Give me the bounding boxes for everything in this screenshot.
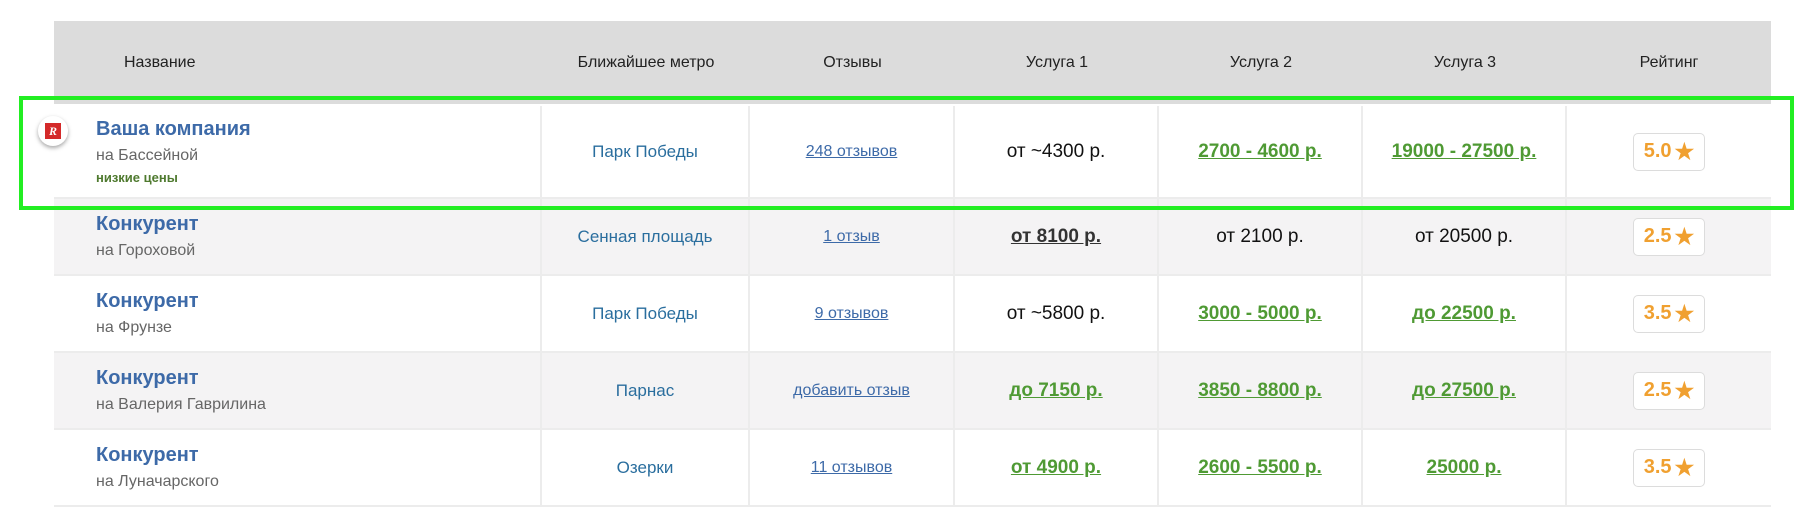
rating-badge: 3.5 ★	[1632, 448, 1706, 487]
comparison-table: Название Ближайшее метро Отзывы Услуга 1…	[38, 21, 1771, 507]
company-name-link[interactable]: Конкурент	[96, 444, 199, 466]
company-name-link[interactable]: Конкурент	[96, 290, 199, 312]
company-address: на Валерия Гаврилина	[96, 396, 266, 413]
metro-station: Озерки	[616, 457, 674, 477]
star-icon: ★	[1674, 454, 1695, 480]
header-service3: Услуга 3	[1433, 53, 1497, 71]
reviews-link[interactable]: 9 отзывов	[814, 304, 889, 322]
rating-value: 3.5	[1643, 302, 1672, 324]
service3-price-link[interactable]: до 27500 р.	[1412, 379, 1516, 401]
star-icon: ★	[1674, 138, 1695, 164]
rating-value: 2.5	[1643, 225, 1672, 247]
service2-price: от 2100 р.	[1216, 225, 1304, 247]
header-service1: Услуга 1	[1025, 53, 1089, 71]
service1-price: от ~4300 р.	[1006, 140, 1106, 162]
company-name-link[interactable]: Конкурент	[96, 367, 199, 389]
service2-price-link[interactable]: 3000 - 5000 р.	[1198, 302, 1322, 324]
table-row: R Ваша компания на Бассейной низкие цены…	[38, 106, 1771, 199]
service3-price-link[interactable]: 25000 р.	[1426, 456, 1502, 478]
service1-price-link[interactable]: до 7150 р.	[1009, 379, 1103, 401]
table-header: Название Ближайшее метро Отзывы Услуга 1…	[54, 21, 1771, 104]
reviews-link[interactable]: 1 отзыв	[823, 227, 880, 245]
table-row: Конкурент на Валерия Гаврилина Парнас до…	[54, 353, 1771, 430]
reviews-link[interactable]: 11 отзывов	[810, 458, 893, 476]
header-name: Название	[124, 53, 196, 71]
company-address: на Фрунзе	[96, 319, 172, 336]
header-reviews: Отзывы	[823, 53, 882, 71]
metro-station: Парк Победы	[592, 141, 698, 161]
company-address: на Гороховой	[96, 242, 196, 259]
metro-station: Сенная площадь	[577, 226, 713, 246]
metro-station: Парнас	[615, 380, 675, 400]
company-tag: низкие цены	[96, 170, 178, 185]
reviews-link[interactable]: 248 отзывов	[805, 142, 898, 160]
service2-price-link[interactable]: 3850 - 8800 р.	[1198, 379, 1322, 401]
star-icon: ★	[1674, 300, 1695, 326]
add-review-link[interactable]: добавить отзыв	[793, 381, 910, 399]
service3-price-link[interactable]: до 22500 р.	[1412, 302, 1516, 324]
header-metro: Ближайшее метро	[577, 53, 715, 71]
company-logo-icon: R	[38, 116, 68, 146]
table-row: Конкурент на Луначарского Озерки 11 отзы…	[54, 430, 1771, 507]
service2-price-link[interactable]: 2700 - 4600 р.	[1198, 140, 1322, 162]
service1-price-link[interactable]: от 4900 р.	[1010, 456, 1102, 478]
rating-value: 2.5	[1643, 379, 1672, 401]
table-row: Конкурент на Гороховой Сенная площадь 1 …	[54, 199, 1771, 276]
company-address: на Бассейной	[96, 147, 199, 164]
service1-price-link[interactable]: от 8100 р.	[1010, 225, 1102, 247]
service3-price-link[interactable]: 19000 - 27500 р.	[1391, 140, 1537, 162]
company-address: на Луначарского	[96, 473, 219, 490]
service2-price-link[interactable]: 2600 - 5500 р.	[1198, 456, 1322, 478]
service1-price: от ~5800 р.	[1006, 302, 1106, 324]
company-name-link[interactable]: Конкурент	[96, 213, 199, 235]
rating-badge: 3.5 ★	[1632, 294, 1706, 333]
rating-value: 3.5	[1643, 456, 1672, 478]
header-rating: Рейтинг	[1639, 53, 1699, 71]
rating-badge: 2.5 ★	[1632, 217, 1706, 256]
metro-station: Парк Победы	[592, 303, 698, 323]
rating-badge: 2.5 ★	[1632, 371, 1706, 410]
service3-price: от 20500 р.	[1414, 225, 1514, 247]
company-name-link[interactable]: Ваша компания	[96, 118, 251, 140]
table-row: Конкурент на Фрунзе Парк Победы 9 отзыво…	[54, 276, 1771, 353]
header-service2: Услуга 2	[1229, 53, 1293, 71]
rating-value: 5.0	[1643, 140, 1672, 162]
star-icon: ★	[1674, 223, 1695, 249]
star-icon: ★	[1674, 377, 1695, 403]
rating-badge: 5.0 ★	[1632, 132, 1706, 171]
